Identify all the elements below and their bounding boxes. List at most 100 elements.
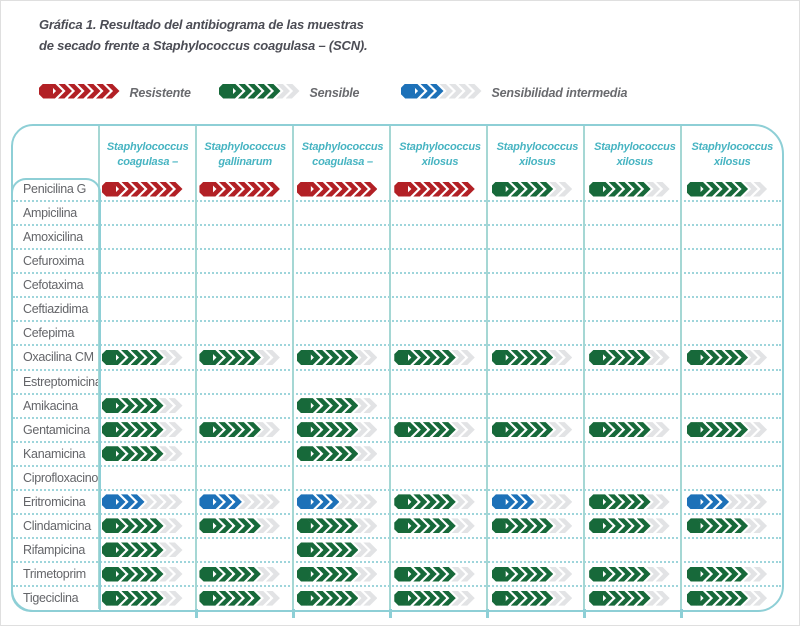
result-cell — [391, 178, 488, 200]
column-divider-line — [98, 126, 100, 609]
result-cell — [489, 346, 586, 368]
result-cell-empty — [586, 202, 683, 224]
result-cell-empty — [586, 371, 683, 393]
result-cell — [294, 563, 391, 585]
sensible-marker-icon — [219, 83, 300, 104]
result-marker-S — [102, 542, 183, 558]
result-marker-I — [686, 494, 768, 510]
result-cell — [489, 563, 586, 585]
result-cell — [99, 395, 196, 417]
result-cell — [684, 178, 781, 200]
result-cell-empty — [196, 226, 293, 248]
table-row: Amikacina — [13, 395, 781, 419]
column-bottom-tick — [389, 609, 392, 618]
result-marker-S — [296, 446, 378, 462]
column-bottom-tick — [680, 609, 683, 618]
result-marker-S — [491, 349, 573, 365]
column-bottom-tick — [486, 609, 489, 618]
column-divider-line — [292, 126, 294, 609]
column-divider-line — [195, 126, 197, 609]
result-cell — [684, 587, 781, 609]
column-divider-line — [389, 126, 391, 609]
result-marker-S — [394, 566, 475, 582]
result-cell-empty — [489, 226, 586, 248]
result-cell-empty — [489, 274, 586, 296]
result-marker-S — [102, 590, 183, 606]
result-cell — [99, 587, 196, 609]
intermedia-marker-icon — [401, 83, 482, 104]
result-cell — [99, 419, 196, 441]
result-marker-S — [199, 566, 280, 582]
result-marker-S — [102, 349, 183, 365]
result-cell-empty — [684, 250, 781, 272]
legend-item-resistente: Resistente — [39, 83, 191, 104]
result-cell — [684, 515, 781, 537]
result-cell — [294, 491, 391, 513]
result-cell — [684, 563, 781, 585]
result-cell — [196, 178, 293, 200]
antibiotic-label: Ampicilina — [23, 206, 77, 221]
result-cell — [586, 587, 683, 609]
result-marker-R — [199, 181, 280, 197]
result-cell-empty — [586, 226, 683, 248]
result-marker-R — [39, 83, 120, 99]
result-cell-empty — [196, 298, 293, 320]
result-cell-empty — [196, 202, 293, 224]
table-row: Gentamicina — [13, 419, 781, 443]
legend-item-sensible: Sensible — [219, 83, 360, 104]
result-cell — [586, 178, 683, 200]
result-cell-empty — [391, 274, 488, 296]
result-marker-S — [394, 494, 475, 510]
result-cell — [99, 563, 196, 585]
figure-title-line2: de secado frente a Staphylococcus coagul… — [39, 38, 368, 53]
result-cell — [391, 563, 488, 585]
result-cell — [99, 491, 196, 513]
result-cell-empty — [586, 250, 683, 272]
antibiotic-label: Cefotaxima — [23, 278, 84, 293]
result-cell — [294, 515, 391, 537]
antibiotic-label: Gentamicina — [23, 422, 90, 437]
result-cell-empty — [586, 274, 683, 296]
result-marker-S — [199, 349, 280, 365]
antibiotic-label: Ceftiazidima — [23, 302, 89, 317]
result-marker-S — [491, 590, 573, 606]
result-cell-empty — [294, 371, 391, 393]
result-cell-empty — [99, 226, 196, 248]
result-marker-S — [686, 181, 768, 197]
table-row: Ciprofloxacino — [13, 467, 781, 491]
column-bottom-tick — [292, 609, 295, 618]
result-cell — [489, 178, 586, 200]
result-cell-empty — [196, 443, 293, 465]
result-cell — [391, 346, 488, 368]
result-cell — [586, 419, 683, 441]
result-cell-empty — [294, 274, 391, 296]
result-marker-S — [686, 590, 768, 606]
result-cell — [391, 491, 488, 513]
result-cell-empty — [99, 371, 196, 393]
result-cell-empty — [99, 250, 196, 272]
result-marker-I — [296, 494, 378, 510]
result-marker-S — [102, 422, 183, 438]
result-cell — [99, 346, 196, 368]
result-cell-empty — [391, 322, 488, 344]
result-cell-empty — [391, 467, 488, 489]
result-cell-empty — [684, 274, 781, 296]
result-cell — [196, 346, 293, 368]
antibiotic-label: Amoxicilina — [23, 230, 83, 245]
result-cell-empty — [294, 202, 391, 224]
table-row: Rifampicina — [13, 539, 781, 563]
column-divider-line — [583, 126, 585, 609]
table-row: Amoxicilina — [13, 226, 781, 251]
result-cell-empty — [684, 202, 781, 224]
result-cell-empty — [489, 539, 586, 561]
table-row: Oxacilina CM — [13, 346, 781, 371]
result-cell-empty — [196, 539, 293, 561]
result-cell — [99, 539, 196, 561]
antibiotic-label: Tigeciclina — [23, 591, 79, 606]
result-cell-empty — [489, 443, 586, 465]
table-row: Cefotaxima — [13, 274, 781, 299]
result-cell — [294, 443, 391, 465]
result-cell-empty — [196, 274, 293, 296]
result-cell-empty — [391, 202, 488, 224]
table-row: Ceftiazidima — [13, 298, 781, 323]
